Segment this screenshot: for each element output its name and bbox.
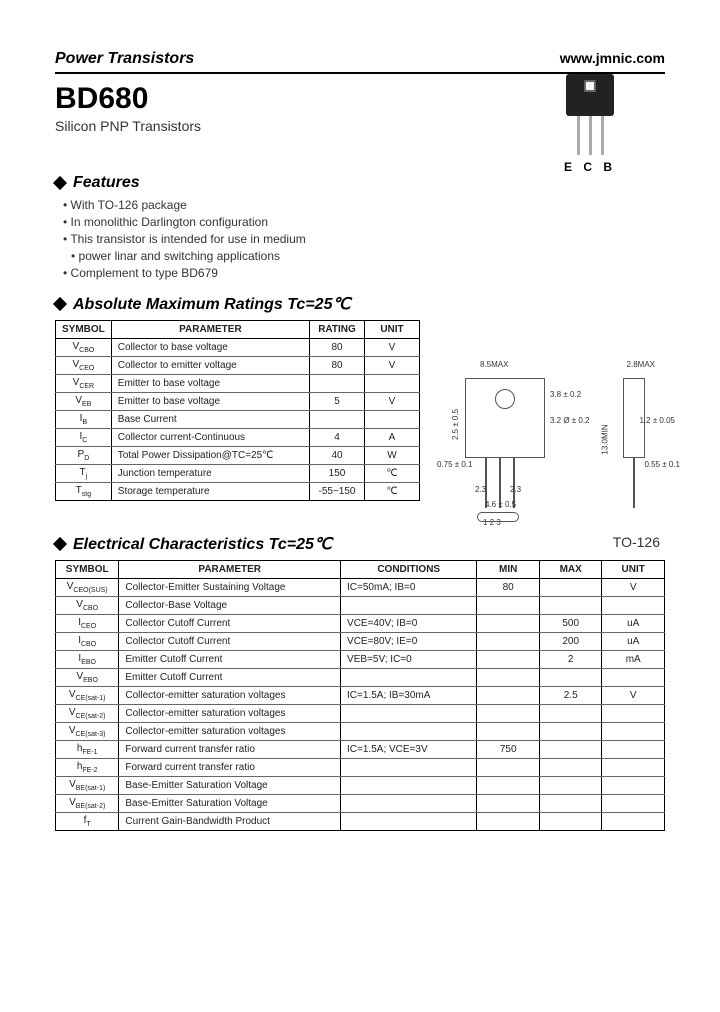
feature-item: With TO-126 package xyxy=(63,198,665,212)
ec-heading: Electrical Characteristics Tc=25℃ xyxy=(55,534,665,554)
table-row: IEBOEmitter Cutoff CurrentVEB=5V; IC=02m… xyxy=(56,651,665,669)
table-row: VCEO(SUS)Collector-Emitter Sustaining Vo… xyxy=(56,579,665,597)
table-row: ICBOCollector Cutoff CurrentVCE=80V; IE=… xyxy=(56,633,665,651)
mounting-hole xyxy=(584,80,596,92)
transistor-body xyxy=(566,74,614,116)
ec-title: Electrical Characteristics Tc=25℃ xyxy=(73,534,332,554)
table-row: hFE-1Forward current transfer ratioIC=1.… xyxy=(56,741,665,759)
features-list: With TO-126 package In monolithic Darlin… xyxy=(55,198,665,280)
table-row: VEBOEmitter Cutoff Current xyxy=(56,669,665,687)
dim-label: 2.5 ± 0.5 xyxy=(451,409,460,440)
table-row: VBE(sat-2)Base-Emitter Saturation Voltag… xyxy=(56,795,665,813)
diamond-icon xyxy=(53,297,67,311)
feature-item: In monolithic Darlington configuration xyxy=(63,215,665,229)
header-url: www.jmnic.com xyxy=(560,50,665,66)
dim-label: 3.2 Ø ± 0.2 xyxy=(550,416,590,425)
dim-label: 0.55 ± 0.1 xyxy=(644,460,680,469)
amr-title: Absolute Maximum Ratings Tc=25℃ xyxy=(73,294,350,314)
table-row: VCBOCollector to base voltage80V xyxy=(56,339,420,357)
table-row: VCBOCollector-Base Voltage xyxy=(56,597,665,615)
amr-table: SYMBOLPARAMETERRATINGUNIT VCBOCollector … xyxy=(55,320,420,501)
dim-label: 2.3 xyxy=(475,485,486,494)
table-row: TjJunction temperature150℃ xyxy=(56,465,420,483)
table-row: fTCurrent Gain-Bandwidth Product xyxy=(56,813,665,831)
page-header: Power Transistors www.jmnic.com xyxy=(55,50,665,74)
table-row: VBE(sat-1)Base-Emitter Saturation Voltag… xyxy=(56,777,665,795)
transistor-legs xyxy=(555,115,625,155)
table-row: VCEOCollector to emitter voltage80V xyxy=(56,357,420,375)
feature-item: power linar and switching applications xyxy=(71,249,665,263)
ec-table: SYMBOLPARAMETERCONDITIONSMINMAXUNIT VCEO… xyxy=(55,560,665,831)
dim-label: 2.8MAX xyxy=(627,360,655,369)
dim-label: 1.2 ± 0.05 xyxy=(639,416,675,425)
top-content: E C B Features With TO-126 package In mo… xyxy=(55,174,665,520)
table-row: VCE(sat-1)Collector-emitter saturation v… xyxy=(56,687,665,705)
table-row: hFE-2Forward current transfer ratio xyxy=(56,759,665,777)
package-photo: E C B xyxy=(555,74,625,174)
table-row: IBBase Current xyxy=(56,411,420,429)
dim-label: 8.5MAX xyxy=(480,360,508,369)
table-row: TstgStorage temperature-55~150℃ xyxy=(56,483,420,501)
table-row: ICEOCollector Cutoff CurrentVCE=40V; IB=… xyxy=(56,615,665,633)
pin-labels: E C B xyxy=(555,160,625,174)
header-category: Power Transistors xyxy=(55,50,194,68)
table-row: ICCollector current-Continuous4A xyxy=(56,429,420,447)
feature-item: Complement to type BD679 xyxy=(63,266,665,280)
diamond-icon xyxy=(53,176,67,190)
table-row: VCEREmitter to base voltage xyxy=(56,375,420,393)
amr-heading: Absolute Maximum Ratings Tc=25℃ xyxy=(55,294,665,314)
table-row: VCE(sat-3)Collector-emitter saturation v… xyxy=(56,723,665,741)
dim-label: 4.6 ± 0.5 xyxy=(485,500,516,509)
table-row: PDTotal Power Dissipation@TC=25℃40W xyxy=(56,447,420,465)
dim-label: 3.8 ± 0.2 xyxy=(550,390,581,399)
package-name: TO-126 xyxy=(613,534,660,550)
table-row: VEBEmitter to base voltage5V xyxy=(56,393,420,411)
table-row: VCE(sat-2)Collector-emitter saturation v… xyxy=(56,705,665,723)
package-dimensions: 8.5MAX 2.8MAX 3.8 ± 0.2 3.2 Ø ± 0.2 2.5 … xyxy=(455,360,665,530)
feature-item: This transistor is intended for use in m… xyxy=(63,232,665,246)
dim-label: 2.3 xyxy=(510,485,521,494)
dim-label: 0.75 ± 0.1 xyxy=(437,460,473,469)
diamond-icon xyxy=(53,537,67,551)
features-heading: Features xyxy=(55,174,665,192)
features-title: Features xyxy=(73,174,140,192)
dim-label: 13.0MIN xyxy=(601,424,610,454)
